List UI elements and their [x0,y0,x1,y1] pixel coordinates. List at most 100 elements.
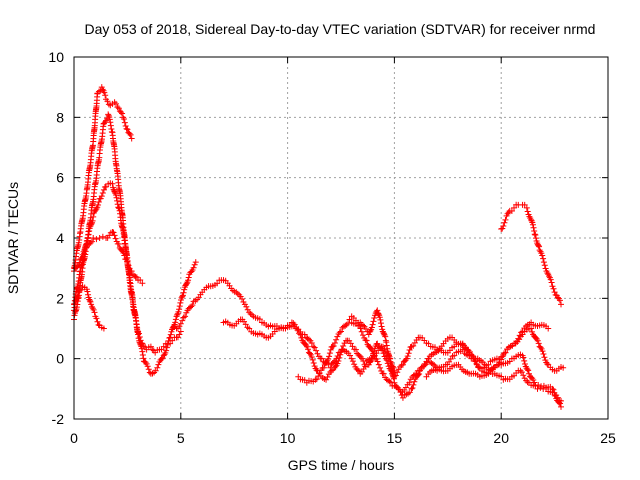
data-point [327,346,334,353]
data-point [72,301,79,308]
data-point [120,116,127,123]
data-point [127,131,134,138]
data-point [190,264,197,271]
data-point [101,89,108,96]
data-point [233,289,240,296]
series-track-2 [71,111,184,356]
data-point [174,311,181,318]
data-point [557,400,564,407]
data-point [147,343,154,350]
data-point [137,276,144,283]
data-point [73,295,80,302]
data-point [305,346,312,353]
data-point [369,347,376,354]
y-tick-label: -2 [52,411,65,427]
data-point [329,343,336,350]
data-point [556,399,563,406]
data-point [537,344,544,351]
data-point [324,373,331,380]
data-point [534,337,541,344]
data-point [93,236,100,243]
data-point [535,242,542,249]
data-point [77,256,84,263]
data-point [128,135,135,142]
data-point [357,325,364,332]
data-point [86,297,93,304]
data-point [112,192,119,199]
data-point [313,376,320,383]
data-point [164,341,171,348]
data-point [297,331,304,338]
data-point [100,325,107,332]
data-point [378,323,385,330]
data-point [546,273,553,280]
data-point [172,316,179,323]
series-track-1 [71,84,135,272]
data-point [155,361,162,368]
data-point [76,259,83,266]
data-point [119,110,126,117]
data-point [191,261,198,268]
data-point [154,364,161,371]
data-point [406,379,413,386]
gridlines [74,57,608,419]
data-point [337,351,344,358]
data-point [137,341,144,348]
data-point [249,311,255,318]
data-point [214,280,221,287]
data-point [86,228,93,235]
x-tick-label: 15 [387,430,403,446]
data-point [502,349,509,356]
data-point [379,347,386,354]
data-point [416,371,423,378]
data-point [405,350,412,357]
data-point [331,340,338,347]
data-point [312,376,319,383]
data-point [180,314,187,321]
data-point [354,367,361,374]
data-point [176,303,183,310]
data-point [90,213,97,220]
data-point [381,330,388,337]
data-point [308,354,315,361]
data-point [95,198,102,205]
data-point [179,317,186,324]
data-point [394,369,401,376]
data-point [90,235,97,241]
data-point [306,350,313,357]
data-point [256,316,263,323]
data-point [519,331,526,338]
data-point [176,306,183,313]
data-point [246,325,253,332]
data-point [550,386,557,393]
data-point [88,301,95,308]
data-point [87,298,94,305]
data-point [163,347,170,354]
data-point [535,382,542,389]
data-point [84,237,91,244]
data-point [544,361,551,368]
data-point [121,119,128,126]
data-point [356,368,363,375]
data-point [363,337,370,344]
data-point [94,90,101,97]
data-point [176,323,183,330]
data-point [532,231,539,238]
data-point [406,347,413,354]
data-point [138,345,145,352]
data-point [528,325,535,332]
x-tick-label: 5 [177,430,185,446]
data-point [111,232,118,239]
data-point [125,262,132,269]
data-point [158,355,165,362]
data-point [135,331,142,338]
data-point [532,382,539,389]
data-point [328,367,335,374]
data-point [362,325,369,332]
data-point [524,379,531,386]
data-point [85,241,92,248]
data-point [139,351,146,358]
data-point [539,348,546,355]
data-point [78,286,85,293]
data-point [122,123,129,130]
